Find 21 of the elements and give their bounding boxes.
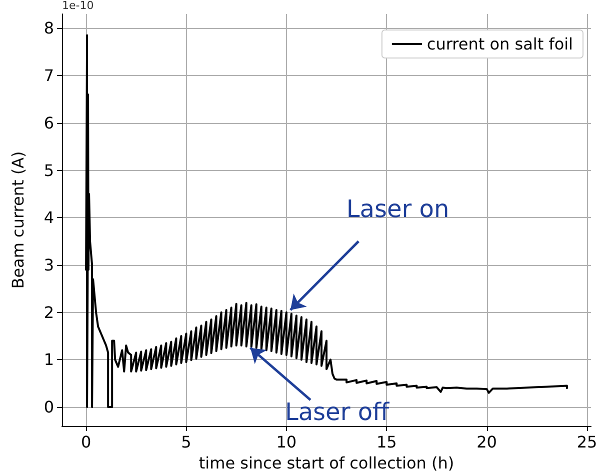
legend-label: current on salt foil	[426, 34, 573, 54]
x-tick-label: 10	[276, 432, 297, 452]
text: 1e-10	[62, 0, 94, 12]
y-tick-label: 2	[44, 302, 54, 322]
x-tick-label: 5	[181, 432, 192, 452]
y-tick-label: 7	[44, 66, 54, 86]
y-tick-label: 8	[44, 18, 54, 38]
y-tick-label: 1	[44, 350, 54, 370]
y-tick-label: 6	[44, 113, 54, 132]
annotation: Laser off	[284, 398, 390, 426]
y-tick-label: 0	[44, 398, 54, 417]
x-tick-label: 15	[376, 432, 397, 452]
x-tick-label: 20	[476, 432, 497, 452]
x-axis-title: time since start of collection (h)	[198, 453, 454, 472]
x-tick-label: 0	[80, 432, 92, 452]
y-axis-title: Beam current (A)	[8, 151, 28, 289]
y-tick-label: 5	[44, 160, 54, 180]
y-tick-label: 3	[44, 255, 54, 274]
y-tick-label: 4	[44, 208, 54, 228]
x-tick-label: 25	[576, 432, 598, 452]
annotation: Laser on	[346, 195, 450, 224]
